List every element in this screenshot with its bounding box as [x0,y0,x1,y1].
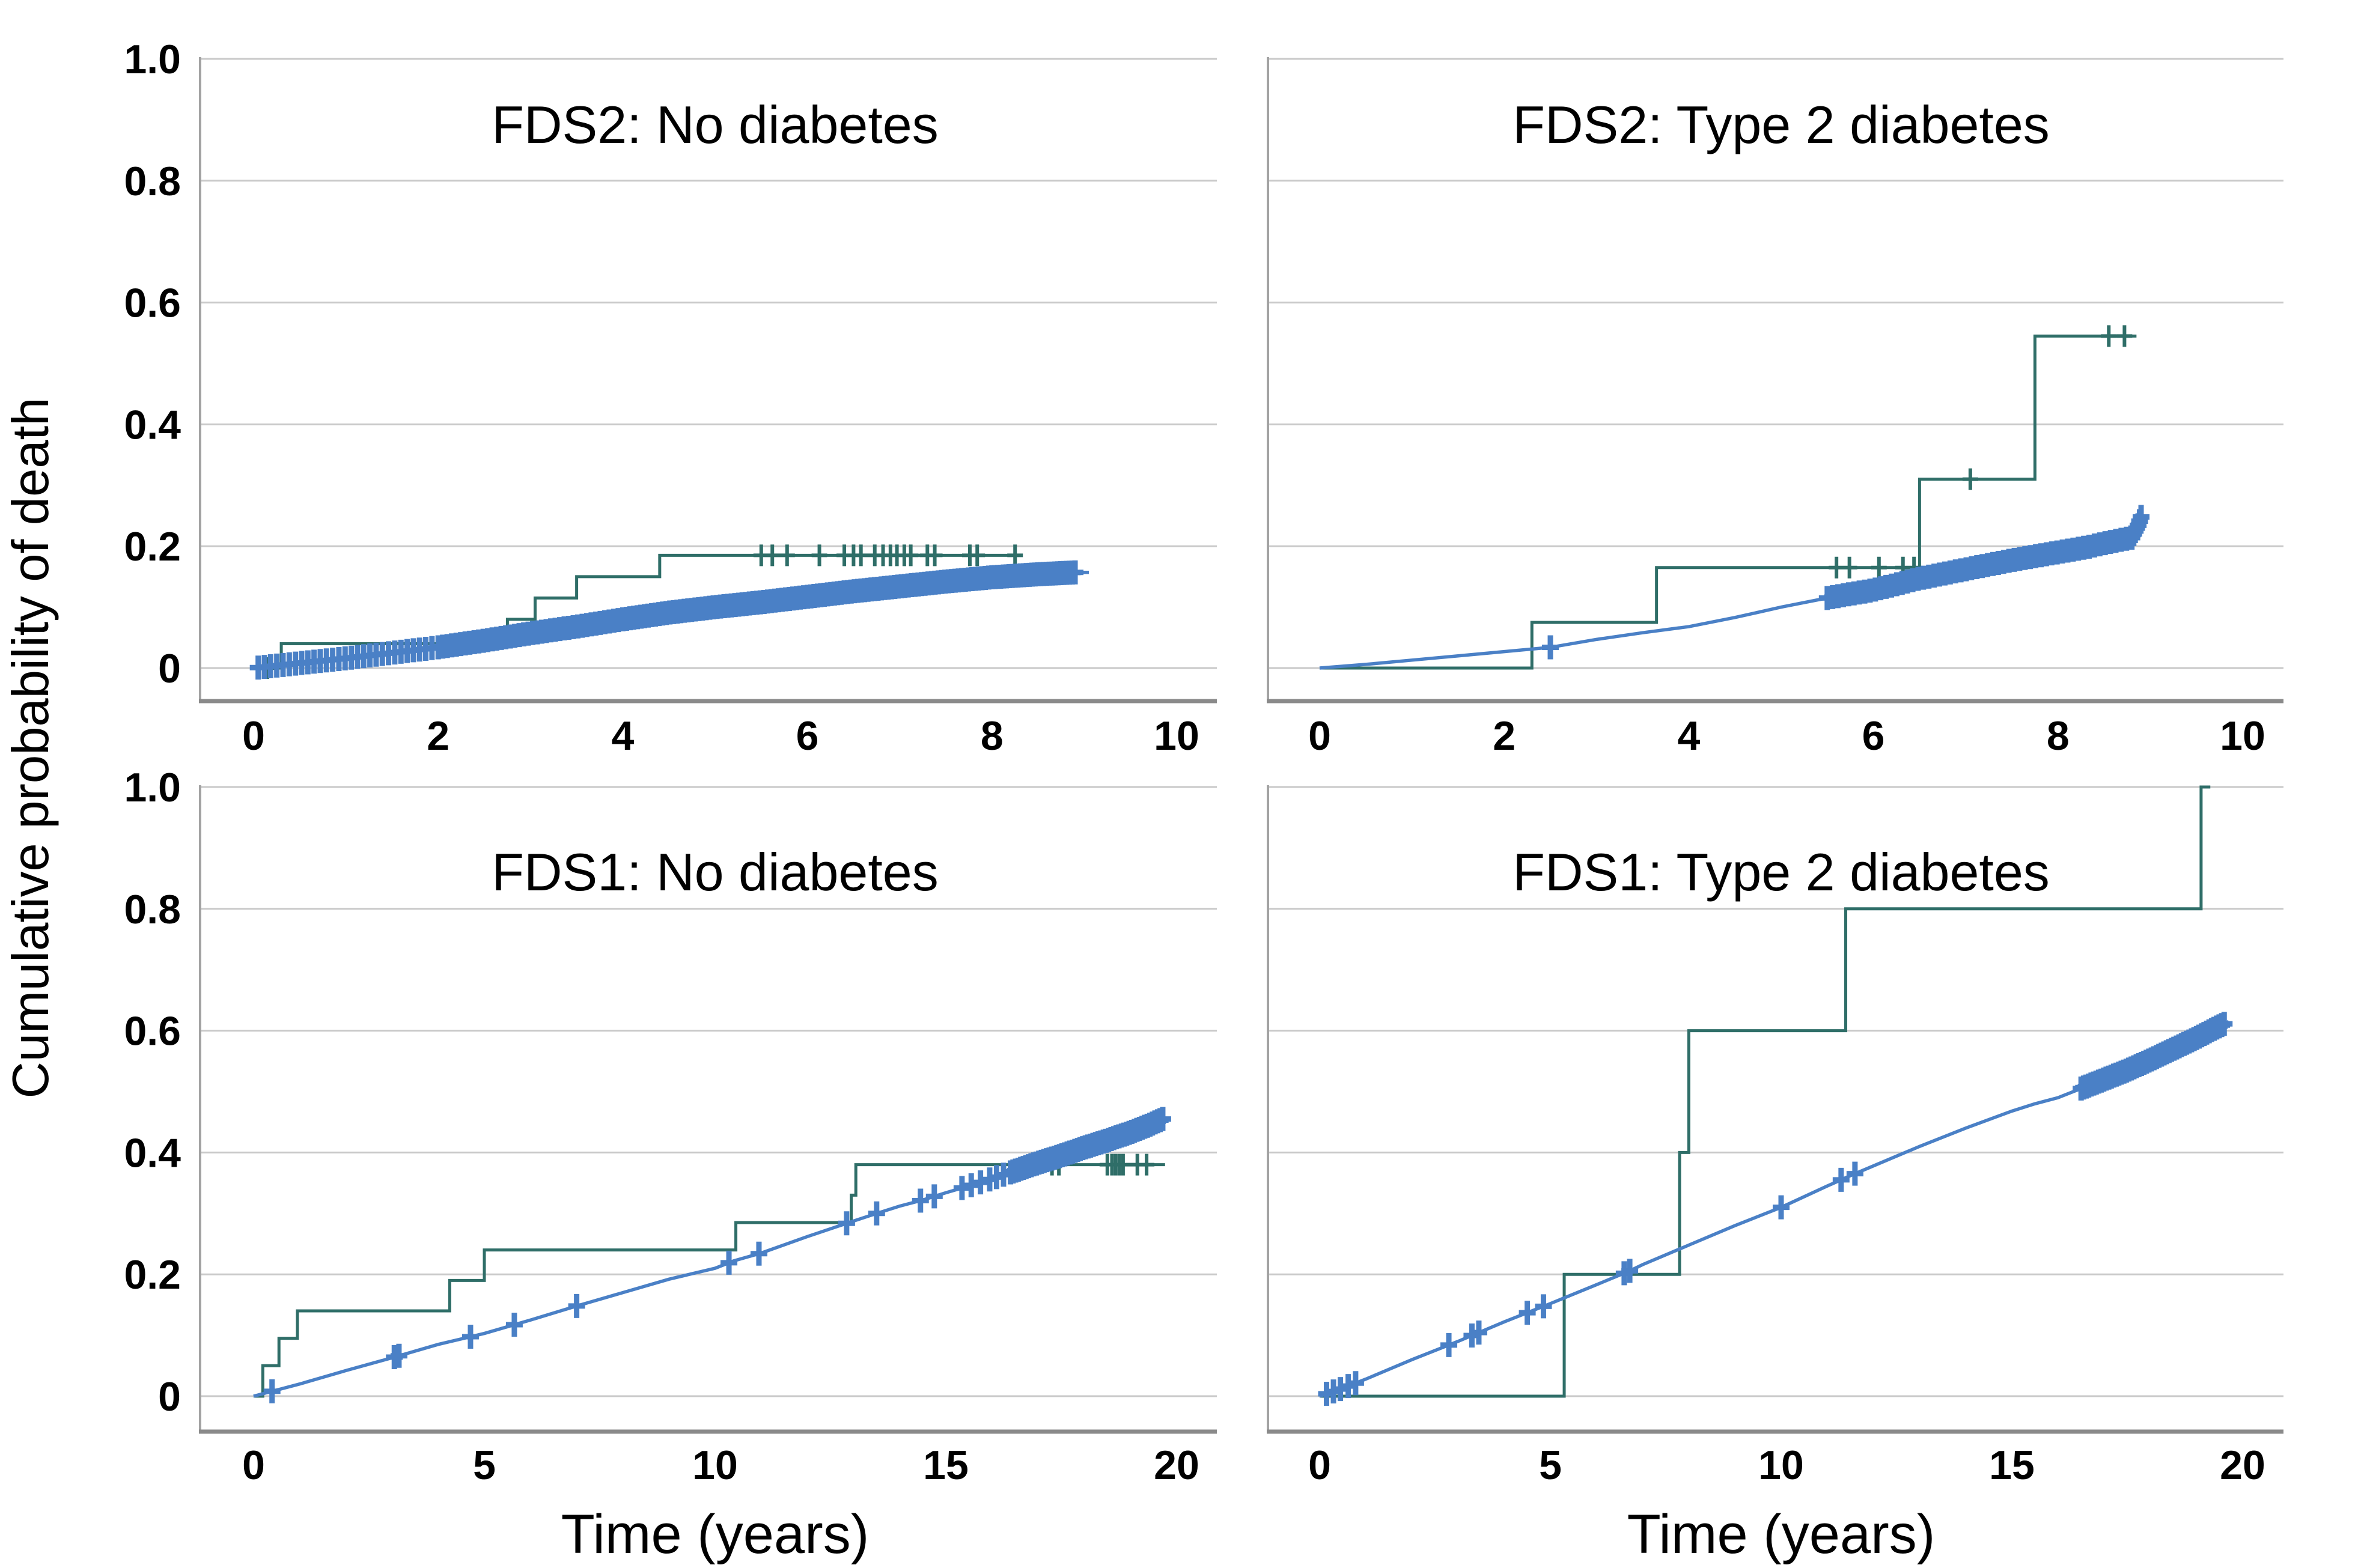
x-tick-label: 6 [1862,713,1885,759]
x-tick-label: 6 [796,713,819,759]
km-step-curve [1320,334,2137,670]
x-tick-label: 0 [242,713,265,759]
y-tick-label: 0.8 [124,159,181,204]
panel-fds1-no-diabetes: 1.0 0.8 0.6 0.4 0.2 0 0 5 10 15 20 [124,765,1217,1488]
x-axis-title-right: Time (years) [1627,1504,1936,1565]
y-tick-label: 0.4 [124,402,181,448]
x-tick-label: 0 [242,1442,265,1488]
panel-title-fds2-type2-diabetes: FDS2: Type 2 diabetes [1513,95,2050,154]
x-tick-label: 15 [1989,1442,2035,1488]
x-tick-label: 10 [692,1442,738,1488]
km-step-curve [254,553,1020,670]
x-tick-label: 10 [2220,713,2265,759]
panel-fds1-type-2-diabetes: 0 5 10 15 20 [1267,785,2283,1488]
x-tick-label: 4 [611,713,634,759]
x-tick-label: 2 [1493,713,1516,759]
y-tick-label: 0.8 [124,887,181,932]
model-censor-marks [1542,505,2150,660]
x-axis-title-left: Time (years) [561,1504,870,1565]
x-tick-label: 4 [1677,713,1700,759]
km-step-curve [254,1163,1165,1398]
km-censor-marks [1829,325,2133,579]
y-tick-label: 0.2 [124,524,181,570]
y-tick-label: 0 [158,1374,181,1420]
y-tick-label: 1.0 [124,37,181,82]
panel-fds2-type-2-diabetes: 0 2 4 6 8 10 [1267,57,2283,759]
x-tick-label: 8 [2047,713,2070,759]
x-tick-label: 20 [1154,1442,1199,1488]
model-smooth-curve [1319,516,2143,670]
model-censor-marks [1318,1012,2233,1406]
x-tick-label: 10 [1154,713,1199,759]
model-censor-marks [263,1107,1171,1403]
x-tick-label: 20 [2220,1442,2265,1488]
y-tick-label: 0.6 [124,281,181,326]
panel-title-fds1-no-diabetes: FDS1: No diabetes [492,842,939,902]
x-tick-label: 10 [1758,1442,1804,1488]
panel-title-fds2-no-diabetes: FDS2: No diabetes [492,95,939,154]
y-tick-label: 0.4 [124,1130,181,1176]
x-tick-label: 0 [1308,713,1331,759]
y-tick-label: 0.2 [124,1252,181,1298]
x-tick-label: 5 [473,1442,496,1488]
panel-fds2-no-diabetes: 1.0 0.8 0.6 0.4 0.2 0 0 2 4 6 8 10 [124,37,1217,759]
y-axis-title: Cumulative probability of death [2,397,59,1098]
x-tick-label: 8 [981,713,1004,759]
x-tick-label: 2 [427,713,449,759]
y-tick-label: 0 [158,646,181,691]
km-step-curve [1320,785,2211,1398]
y-tick-label: 0.6 [124,1009,181,1054]
x-tick-label: 15 [923,1442,969,1488]
panel-title-fds1-type2-diabetes: FDS1: Type 2 diabetes [1513,842,2050,902]
chart-layer: 1.0 0.8 0.6 0.4 0.2 0 0 2 4 6 8 10 0 2 4 6 8 10 1.0 0.8 0.6 0… [124,37,2283,1488]
model-censor-marks [249,560,1084,680]
x-tick-label: 0 [1308,1442,1331,1488]
x-tick-label: 5 [1539,1442,1562,1488]
y-tick-label: 1.0 [124,765,181,810]
